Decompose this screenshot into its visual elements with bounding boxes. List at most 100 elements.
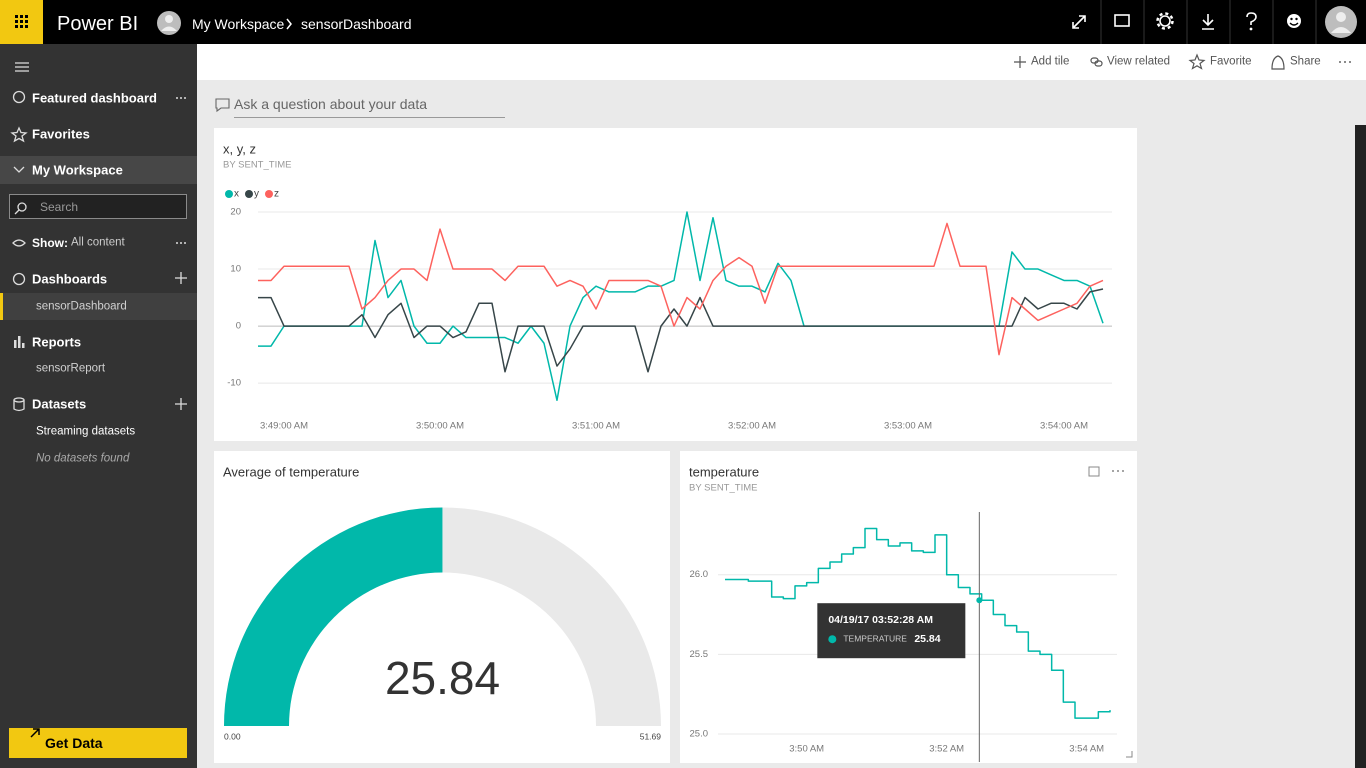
y-tick-label: 25.5 xyxy=(690,649,709,660)
gauge-min: 0.00 xyxy=(224,731,241,741)
datasets-icon xyxy=(13,397,25,403)
tile[interactable]: x, y, z BY SENT_TIME -10 0 10 20 3:49:00 AM 3… xyxy=(214,128,1137,441)
tooltip-swatch xyxy=(828,635,837,644)
avatar-head xyxy=(1336,12,1346,22)
settings-icon[interactable] xyxy=(1159,15,1171,27)
gauge-value: 25.84 xyxy=(385,652,500,704)
search-icon xyxy=(17,202,27,212)
toolbar-button[interactable]: Favorite xyxy=(1210,55,1252,68)
top-bar xyxy=(0,0,1366,44)
more-dot[interactable] xyxy=(1339,61,1341,63)
settings-teeth xyxy=(1156,12,1174,30)
x-tick-label: 3:50:00 AM xyxy=(416,421,464,432)
top-bar-icons xyxy=(0,0,1357,44)
toolbar xyxy=(197,44,1366,80)
nav-empty-note: No datasets found xyxy=(36,452,130,465)
chart-subtitle: BY SENT_TIME xyxy=(689,483,757,494)
qa-icon xyxy=(215,98,230,113)
nav-featured[interactable]: Featured dashboard xyxy=(32,90,157,106)
toolbar-button[interactable]: Add tile xyxy=(1031,55,1070,68)
x-tick-label: 3:49:00 AM xyxy=(260,421,308,432)
nav-item[interactable]: sensorDashboard xyxy=(36,300,127,313)
resize-handle[interactable] xyxy=(1126,751,1133,758)
x-tick-label: 3:50 AM xyxy=(789,744,824,755)
more-dot[interactable] xyxy=(1122,470,1124,472)
search-box[interactable] xyxy=(9,194,187,219)
more-dot[interactable] xyxy=(180,242,182,244)
reports-icon xyxy=(14,340,17,348)
app-name: Power BI xyxy=(57,13,139,35)
hamburger-icon[interactable] xyxy=(15,62,29,72)
legend-label: y xyxy=(254,189,259,200)
favorite-icon xyxy=(1188,53,1206,70)
gauge-value-arc xyxy=(224,507,443,726)
y-tick-label: 10 xyxy=(230,264,241,275)
tooltip-value: 25.84 xyxy=(914,633,940,645)
toolbar-icons xyxy=(1014,53,1351,70)
series-line xyxy=(258,211,1104,402)
qa-input[interactable]: Ask a question about your data xyxy=(234,96,428,112)
scrollbar[interactable] xyxy=(1355,125,1366,768)
focus-icon[interactable] xyxy=(1088,466,1100,477)
toolbar-button[interactable]: Share xyxy=(1290,55,1321,68)
reports-icon xyxy=(22,343,25,348)
help-icon[interactable] xyxy=(1246,12,1257,25)
fullscreen-icon[interactable] xyxy=(1072,15,1086,29)
chart-title: Average of temperature xyxy=(223,464,359,479)
nav-item[interactable]: Streaming datasets xyxy=(36,425,136,438)
nav-workspace[interactable]: My Workspace xyxy=(32,162,123,178)
tooltip-box xyxy=(817,603,966,659)
x-tick-label: 3:54:00 AM xyxy=(1040,421,1088,432)
view-related-icon xyxy=(1094,60,1103,67)
more-dot[interactable] xyxy=(1349,61,1351,63)
line-chart: x, y, z BY SENT_TIME -10 0 10 20 3:49:00 AM 3… xyxy=(223,141,1112,432)
y-tick-label: -10 xyxy=(227,378,241,389)
avatar-body xyxy=(161,26,177,31)
comments-icon[interactable] xyxy=(1114,14,1130,27)
search-handle xyxy=(14,209,20,215)
chart-title: x, y, z xyxy=(223,141,256,156)
more-dot[interactable] xyxy=(184,97,186,99)
tile[interactable]: temperature BY SENT_TIME 25.0 25.5 26.0 3:5… xyxy=(680,451,1137,763)
x-tick-label: 3:54 AM xyxy=(1069,744,1104,755)
help-dot xyxy=(1249,27,1253,31)
legend-swatch xyxy=(245,190,253,198)
x-tick-label: 3:53:00 AM xyxy=(884,421,932,432)
nav-section[interactable]: Reports xyxy=(32,334,82,350)
y-tick-label: 25.0 xyxy=(690,729,709,740)
nav-active-marker xyxy=(0,293,3,320)
feedback-icon[interactable] xyxy=(1287,14,1301,28)
dashboards-icon xyxy=(12,272,26,286)
more-dot[interactable] xyxy=(180,97,182,99)
show-value[interactable]: All content xyxy=(71,236,125,249)
more-dot[interactable] xyxy=(1112,470,1114,472)
favorites-icon xyxy=(10,126,28,143)
tile[interactable]: Average of temperature 25.84 0.00 51.69 xyxy=(214,451,670,763)
download-icon[interactable] xyxy=(1202,14,1214,30)
breadcrumb-chevron xyxy=(286,18,292,30)
nav-favorites[interactable]: Favorites xyxy=(32,126,90,142)
breadcrumb[interactable]: sensorDashboard xyxy=(301,16,412,32)
x-tick-label: 3:52 AM xyxy=(929,744,964,755)
toolbar-button[interactable]: View related xyxy=(1107,55,1171,68)
y-tick-label: 20 xyxy=(230,207,241,218)
add-dataset[interactable] xyxy=(175,398,187,410)
nav-item[interactable]: sensorReport xyxy=(36,362,106,375)
get-data-icon xyxy=(30,728,40,738)
legend-swatch xyxy=(265,190,273,198)
more-dot[interactable] xyxy=(176,97,178,99)
more-dot[interactable] xyxy=(176,242,178,244)
add-dashboard[interactable] xyxy=(175,272,187,284)
gauge-max: 51.69 xyxy=(640,731,662,741)
tooltip-time: 04/19/17 03:52:28 AM xyxy=(828,614,933,626)
x-tick-label: 3:51:00 AM xyxy=(572,421,620,432)
series-line xyxy=(258,222,1104,356)
feedback-eye xyxy=(1290,17,1293,21)
nav-section[interactable]: Dashboards xyxy=(32,271,108,287)
sidebar-icons xyxy=(10,62,187,738)
nav-section[interactable]: Datasets xyxy=(32,396,87,412)
more-dot[interactable] xyxy=(184,242,186,244)
more-dot[interactable] xyxy=(1344,61,1346,63)
more-dot[interactable] xyxy=(1117,470,1119,472)
breadcrumb[interactable]: My Workspace xyxy=(192,16,285,32)
